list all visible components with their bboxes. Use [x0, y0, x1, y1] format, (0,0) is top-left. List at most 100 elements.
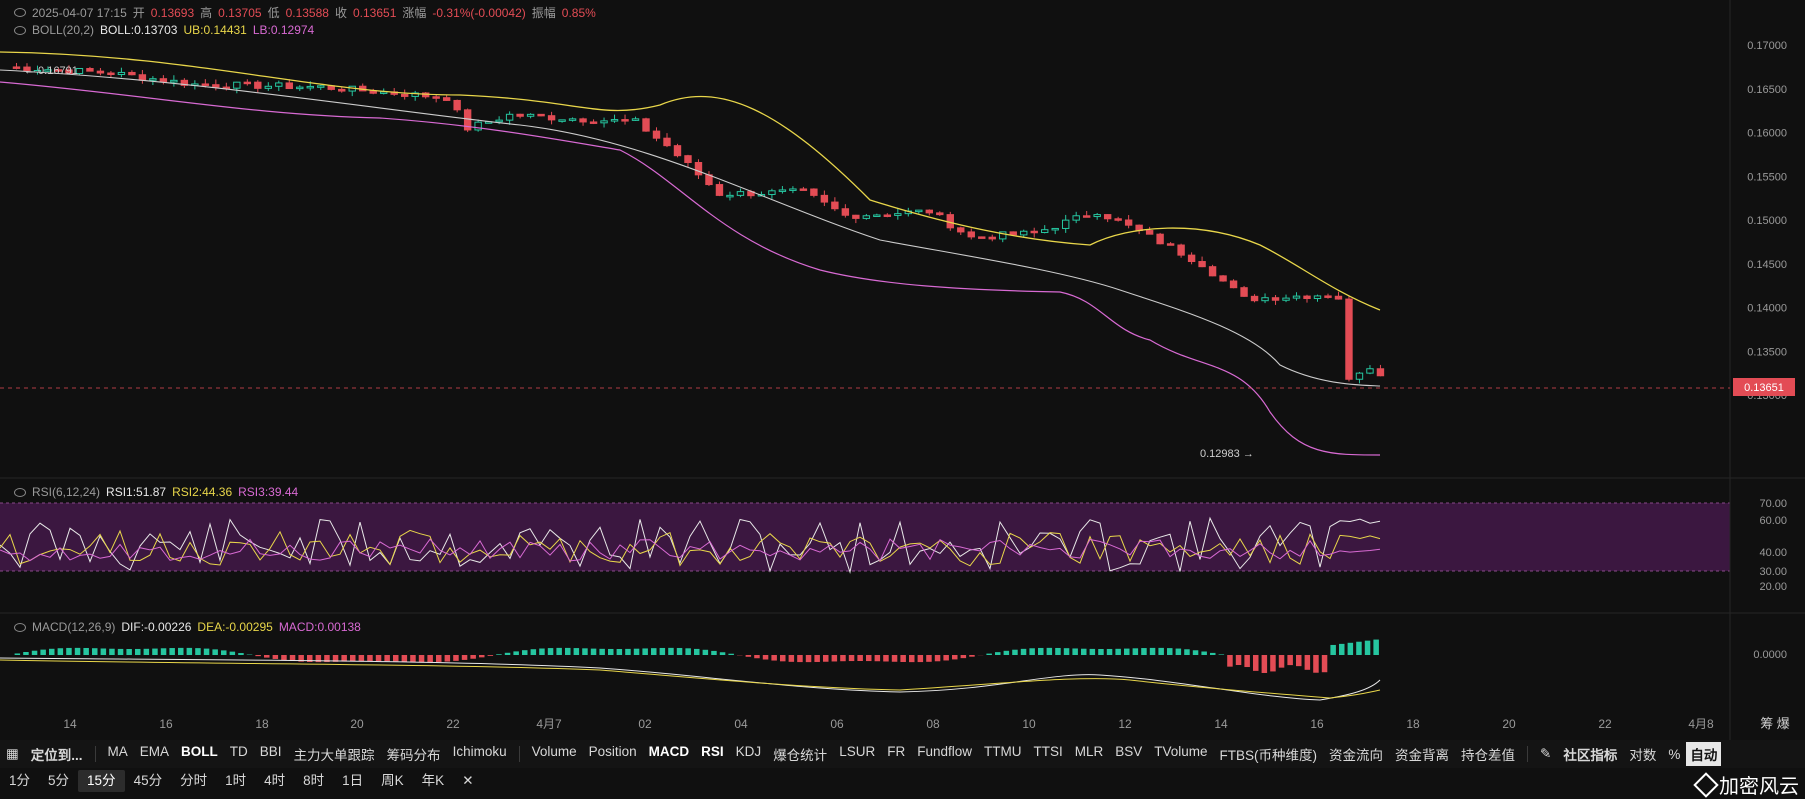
macd-bar — [1279, 655, 1285, 668]
main-indicator-1[interactable]: EMA — [134, 744, 175, 764]
macd-bar — [806, 655, 812, 662]
candle-body — [118, 72, 124, 74]
macd-bar — [1115, 649, 1121, 655]
main-indicator-2[interactable]: BOLL — [175, 744, 224, 764]
close-icon[interactable]: ✕ — [453, 770, 482, 792]
community-indicator-button[interactable]: 社区指标 — [1557, 744, 1623, 764]
eye-icon[interactable] — [14, 623, 26, 632]
price-tick-label: 0.16500 — [1747, 84, 1787, 96]
time-tick-label: 20 — [1502, 717, 1516, 731]
main-indicator-0[interactable]: MA — [102, 744, 134, 764]
macd-legend[interactable]: MACD(12,26,9) DIF:-0.00226 DEA:-0.00295 … — [14, 620, 361, 634]
candle-body — [1367, 369, 1373, 373]
macd-bar — [161, 648, 167, 655]
sub-indicator-6[interactable]: LSUR — [833, 744, 881, 764]
locate-button[interactable]: 定位到... — [25, 744, 89, 764]
macd-bar — [591, 649, 597, 655]
macd-bar — [1330, 645, 1336, 655]
candle-body — [506, 114, 512, 120]
dea-value: DEA:-0.00295 — [197, 620, 272, 634]
sub-indicator-1[interactable]: Position — [583, 744, 643, 764]
sub-indicator-16[interactable]: 资金背离 — [1389, 744, 1455, 764]
interval-5[interactable]: 1时 — [216, 770, 255, 792]
macd-bar — [1339, 644, 1345, 655]
main-indicator-4[interactable]: BBI — [254, 744, 288, 764]
price-tick-label: 0.13500 — [1747, 346, 1787, 358]
macd-bar — [367, 655, 373, 661]
main-indicator-5[interactable]: 主力大单跟踪 — [288, 744, 381, 764]
interval-9[interactable]: 周K — [372, 770, 413, 792]
macd-bar — [462, 655, 468, 660]
interval-7[interactable]: 8时 — [294, 770, 333, 792]
boll-legend[interactable]: BOLL(20,2) BOLL:0.13703 UB:0.14431 LB:0.… — [14, 23, 314, 37]
rsi-legend[interactable]: RSI(6,12,24) RSI1:51.87 RSI2:44.36 RSI3:… — [14, 485, 298, 499]
price-tick-label: 0.17000 — [1747, 40, 1787, 52]
sub-indicator-0[interactable]: Volume — [526, 744, 583, 764]
interval-3[interactable]: 45分 — [125, 770, 172, 792]
sub-indicator-11[interactable]: MLR — [1069, 744, 1110, 764]
sub-indicator-2[interactable]: MACD — [643, 744, 696, 764]
price-tick-label: 0.15500 — [1747, 171, 1787, 183]
macd-bar — [1055, 648, 1061, 655]
candle-body — [1209, 267, 1215, 276]
dea-line — [0, 660, 1380, 698]
macd-bar — [1158, 648, 1164, 655]
eye-icon[interactable] — [14, 8, 26, 17]
low-marker: 0.12983 → — [1200, 448, 1254, 460]
candle-body — [1272, 298, 1278, 301]
macd-bar — [1133, 648, 1139, 655]
calendar-icon[interactable]: ▦ — [0, 746, 25, 762]
sub-indicator-8[interactable]: Fundflow — [911, 744, 978, 764]
eye-icon[interactable] — [14, 26, 26, 35]
sub-indicator-3[interactable]: RSI — [695, 744, 730, 764]
candle-body — [569, 119, 575, 121]
sub-indicator-13[interactable]: TVolume — [1148, 744, 1213, 764]
macd-bar — [49, 649, 55, 655]
macd-bar — [574, 648, 580, 655]
macd-bar — [625, 649, 631, 655]
sub-indicator-4[interactable]: KDJ — [730, 744, 768, 764]
macd-bar — [797, 655, 803, 662]
main-indicator-3[interactable]: TD — [224, 744, 254, 764]
macd-bar — [1064, 648, 1070, 655]
percent-button[interactable]: % — [1662, 747, 1686, 762]
macd-bar — [1305, 655, 1311, 670]
sub-indicator-14[interactable]: FTBS(币种维度) — [1214, 744, 1324, 764]
macd-bar — [273, 655, 279, 659]
interval-4[interactable]: 分时 — [171, 770, 216, 792]
candle-body — [1262, 298, 1268, 301]
eye-icon[interactable] — [14, 488, 26, 497]
candle-body — [1283, 298, 1289, 300]
candle-body — [1094, 215, 1100, 217]
sub-indicator-10[interactable]: TTSI — [1027, 744, 1068, 764]
sub-indicator-12[interactable]: BSV — [1109, 744, 1148, 764]
main-indicator-6[interactable]: 筹码分布 — [381, 744, 447, 764]
sub-indicator-15[interactable]: 资金流向 — [1323, 744, 1389, 764]
time-tick-label: 4月8 — [1688, 717, 1714, 731]
main-indicator-7[interactable]: Ichimoku — [447, 744, 513, 764]
price-tick-label: 0.14000 — [1747, 303, 1787, 315]
interval-0[interactable]: 1分 — [0, 770, 39, 792]
interval-1[interactable]: 5分 — [39, 770, 78, 792]
dif-line — [0, 658, 1380, 700]
macd-bar — [539, 649, 545, 655]
sub-indicator-7[interactable]: FR — [881, 744, 911, 764]
sub-indicator-5[interactable]: 爆仓统计 — [767, 744, 833, 764]
time-tick-label: 08 — [926, 717, 940, 731]
interval-10[interactable]: 年K — [413, 770, 454, 792]
sub-indicator-9[interactable]: TTMU — [978, 744, 1028, 764]
sub-indicator-17[interactable]: 持仓差值 — [1455, 744, 1521, 764]
candle-body — [548, 116, 554, 120]
macd-bar — [694, 649, 700, 655]
interval-6[interactable]: 4时 — [255, 770, 294, 792]
interval-8[interactable]: 1日 — [333, 770, 372, 792]
macd-bar — [677, 648, 683, 655]
macd-bar — [599, 649, 605, 655]
candle-body — [265, 86, 271, 88]
edit-icon[interactable]: ✎ — [1534, 746, 1557, 762]
interval-2[interactable]: 15分 — [78, 770, 125, 792]
macd-bar — [522, 650, 528, 655]
auto-scale-button[interactable]: 自动 — [1686, 742, 1721, 766]
candle-body — [1346, 299, 1352, 379]
log-scale-button[interactable]: 对数 — [1623, 744, 1662, 764]
